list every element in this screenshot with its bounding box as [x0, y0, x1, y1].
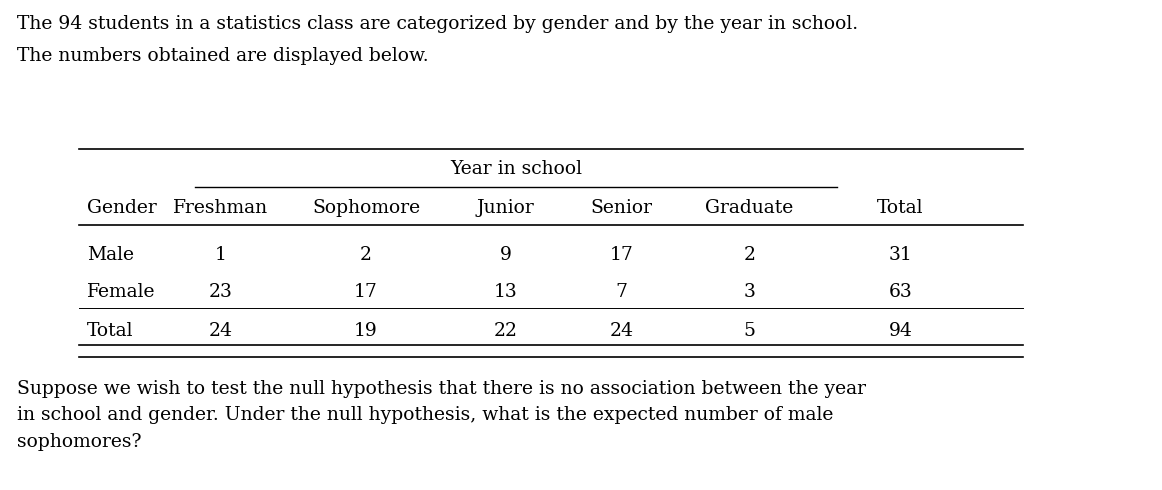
Text: 23: 23 [209, 283, 232, 300]
Text: The numbers obtained are displayed below.: The numbers obtained are displayed below… [17, 47, 429, 65]
Text: 63: 63 [889, 283, 912, 300]
Text: Female: Female [87, 283, 156, 300]
Text: 9: 9 [500, 246, 511, 264]
Text: Sophomore: Sophomore [311, 199, 421, 217]
Text: Total: Total [87, 322, 134, 340]
Text: 3: 3 [744, 283, 755, 300]
Text: Total: Total [877, 199, 924, 217]
Text: Graduate: Graduate [705, 199, 794, 217]
Text: Senior: Senior [590, 199, 653, 217]
Text: 2: 2 [360, 246, 372, 264]
Text: 7: 7 [616, 283, 627, 300]
Text: 17: 17 [354, 283, 378, 300]
Text: 31: 31 [889, 246, 912, 264]
Text: 17: 17 [610, 246, 633, 264]
Text: 1: 1 [215, 246, 227, 264]
Text: Year in school: Year in school [450, 160, 582, 178]
Text: The 94 students in a statistics class are categorized by gender and by the year : The 94 students in a statistics class ar… [17, 15, 859, 33]
Text: 22: 22 [494, 322, 517, 340]
Text: Male: Male [87, 246, 134, 264]
Text: 13: 13 [494, 283, 517, 300]
Text: 24: 24 [610, 322, 633, 340]
Text: Suppose we wish to test the null hypothesis that there is no association between: Suppose we wish to test the null hypothe… [17, 380, 867, 450]
Text: 19: 19 [354, 322, 378, 340]
Text: 2: 2 [744, 246, 755, 264]
Text: Gender: Gender [87, 199, 157, 217]
Text: 94: 94 [889, 322, 912, 340]
Text: Freshman: Freshman [173, 199, 268, 217]
Text: Junior: Junior [476, 199, 535, 217]
Text: 24: 24 [209, 322, 232, 340]
Text: 5: 5 [744, 322, 755, 340]
